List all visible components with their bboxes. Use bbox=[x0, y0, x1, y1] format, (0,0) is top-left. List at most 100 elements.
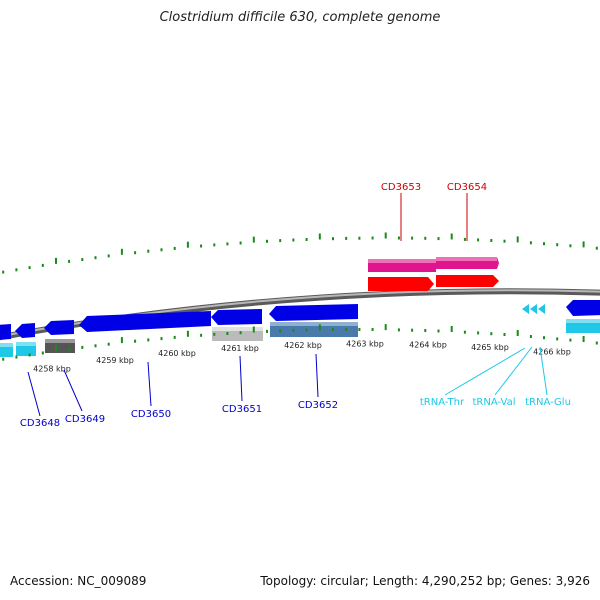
major-tick bbox=[582, 241, 585, 248]
major-tick bbox=[516, 330, 519, 336]
minor-tick bbox=[358, 236, 361, 240]
minor-tick bbox=[279, 329, 282, 333]
minor-tick bbox=[358, 328, 361, 331]
minor-tick bbox=[437, 237, 440, 241]
major-tick bbox=[516, 236, 519, 243]
minor-tick bbox=[28, 353, 31, 357]
forward-features bbox=[368, 257, 499, 291]
minor-tick bbox=[411, 328, 414, 332]
minor-tick bbox=[332, 237, 334, 241]
tick-row-outer bbox=[2, 232, 598, 274]
label-cd3649[interactable]: CD3649 bbox=[65, 414, 105, 425]
minor-tick bbox=[213, 332, 216, 336]
gene-cd3653[interactable] bbox=[368, 277, 434, 291]
minor-tick bbox=[371, 328, 374, 331]
major-tick bbox=[582, 336, 585, 342]
minor-tick bbox=[213, 243, 216, 247]
coordinate-label: 4259 kbp bbox=[96, 356, 134, 365]
minor-tick bbox=[595, 246, 598, 250]
minor-tick bbox=[371, 236, 374, 240]
minor-tick bbox=[68, 347, 71, 351]
reverse-cds bbox=[0, 319, 600, 357]
minor-tick bbox=[569, 338, 572, 342]
minor-tick bbox=[2, 357, 5, 361]
minor-tick bbox=[226, 332, 229, 335]
coordinate-label: 4261 kbp bbox=[221, 344, 259, 353]
minor-tick bbox=[463, 237, 466, 241]
coordinate-label: 4265 kbp bbox=[471, 343, 509, 352]
label-trna-thr[interactable]: tRNA-Thr bbox=[420, 397, 465, 408]
label-trna-val[interactable]: tRNA-Val bbox=[473, 397, 516, 408]
minor-tick bbox=[397, 328, 400, 332]
coordinate-labels: 4258 kbp 4259 kbp 4260 kbp 4261 kbp 4262 kbp… bbox=[33, 340, 571, 374]
minor-tick bbox=[134, 339, 137, 343]
minor-tick bbox=[543, 242, 545, 246]
trna-glu[interactable] bbox=[538, 304, 545, 314]
minor-tick bbox=[397, 236, 400, 240]
minor-tick bbox=[107, 342, 110, 346]
major-tick bbox=[252, 236, 255, 243]
minor-tick bbox=[569, 244, 572, 248]
genome-summary-text: Topology: circular; Length: 4,290,252 bp… bbox=[260, 574, 590, 588]
minor-tick bbox=[28, 266, 31, 270]
minor-tick bbox=[529, 241, 532, 245]
minor-tick bbox=[81, 345, 84, 349]
minor-tick bbox=[345, 236, 348, 240]
genome-title: Clostridium difficile 630, complete geno… bbox=[159, 10, 441, 25]
trna-thr[interactable] bbox=[522, 304, 529, 314]
label-cd3650[interactable]: CD3650 bbox=[131, 409, 171, 420]
minor-tick bbox=[292, 238, 295, 242]
minor-tick bbox=[41, 263, 44, 267]
coordinate-label: 4264 kbp bbox=[409, 340, 447, 349]
major-tick bbox=[450, 233, 453, 240]
minor-tick bbox=[173, 335, 176, 339]
minor-tick bbox=[490, 332, 493, 336]
minor-tick bbox=[266, 239, 268, 243]
gene-cd3655[interactable] bbox=[566, 300, 600, 316]
gene-cd3651[interactable] bbox=[211, 309, 262, 325]
reverse-features bbox=[0, 300, 600, 340]
minor-tick bbox=[147, 338, 150, 342]
label-cd3648[interactable]: CD3648 bbox=[20, 418, 60, 429]
minor-tick bbox=[68, 259, 71, 263]
label-connectors bbox=[27, 193, 548, 417]
label-trna-glu[interactable]: tRNA-Glu bbox=[525, 397, 571, 408]
major-tick bbox=[318, 233, 321, 240]
major-tick bbox=[120, 248, 123, 255]
gene-cd3654[interactable] bbox=[436, 275, 499, 287]
label-cd3654[interactable]: CD3654 bbox=[447, 182, 487, 193]
minor-tick bbox=[490, 239, 493, 242]
gene-cd3649[interactable] bbox=[44, 320, 74, 335]
accession-text: Accession: NC_009089 bbox=[10, 574, 147, 588]
minor-tick bbox=[200, 244, 203, 248]
minor-tick bbox=[266, 329, 268, 333]
major-tick bbox=[252, 326, 255, 333]
major-tick bbox=[318, 324, 321, 331]
minor-tick bbox=[424, 236, 427, 240]
gene-cd3652[interactable] bbox=[269, 304, 358, 321]
trna-val[interactable] bbox=[530, 304, 537, 314]
tick-row-inner bbox=[2, 324, 598, 361]
gene-cd3647[interactable] bbox=[0, 324, 11, 340]
minor-tick bbox=[345, 328, 348, 331]
minor-tick bbox=[556, 243, 559, 247]
major-tick bbox=[384, 324, 387, 331]
genome-backbone bbox=[0, 288, 600, 341]
minor-tick bbox=[81, 258, 84, 261]
label-cd3653[interactable]: CD3653 bbox=[381, 182, 421, 193]
minor-tick bbox=[94, 256, 97, 260]
minor-tick bbox=[424, 329, 427, 332]
minor-tick bbox=[595, 341, 598, 345]
major-tick bbox=[186, 241, 189, 248]
minor-tick bbox=[239, 241, 242, 245]
gene-cd3650[interactable] bbox=[79, 311, 211, 332]
minor-tick bbox=[279, 239, 282, 243]
gene-labels: CD3653 CD3654 CD3648 CD3649 CD3650 CD365… bbox=[20, 182, 571, 429]
gene-cd3648[interactable] bbox=[15, 323, 35, 338]
minor-tick bbox=[543, 336, 545, 340]
label-cd3651[interactable]: CD3651 bbox=[222, 404, 262, 415]
label-cd3652[interactable]: CD3652 bbox=[298, 400, 338, 411]
minor-tick bbox=[160, 248, 163, 252]
